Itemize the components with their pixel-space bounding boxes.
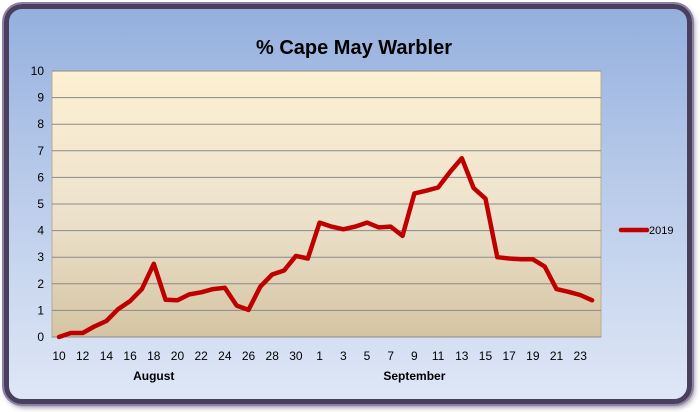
month-label-august: August bbox=[133, 369, 174, 383]
legend: 2019 bbox=[618, 225, 673, 237]
y-tick-label: 3 bbox=[37, 250, 44, 264]
x-tick-label: 10 bbox=[52, 349, 66, 363]
y-tick-label: 7 bbox=[37, 144, 44, 158]
gridlines bbox=[52, 70, 601, 338]
x-tick-label: 19 bbox=[526, 349, 540, 363]
month-label-september: September bbox=[383, 369, 445, 383]
x-tick-label: 1 bbox=[316, 349, 323, 363]
x-tick-label: 21 bbox=[550, 349, 564, 363]
x-tick-label: 15 bbox=[479, 349, 493, 363]
legend-label: 2019 bbox=[649, 225, 673, 237]
x-tick-label: 12 bbox=[76, 349, 90, 363]
y-tick-label: 2 bbox=[37, 277, 44, 291]
x-axis-month-labels: August September bbox=[133, 369, 446, 383]
chart-frame: % Cape May Warbler 0 1 2 3 4 5 6 7 8 9 10 10 12 14 16… bbox=[4, 4, 692, 404]
x-tick-label: 22 bbox=[194, 349, 208, 363]
y-tick-label: 6 bbox=[37, 170, 44, 184]
x-tick-label: 20 bbox=[171, 349, 185, 363]
x-tick-label: 30 bbox=[289, 349, 303, 363]
y-tick-label: 8 bbox=[37, 117, 44, 131]
x-tick-label: 24 bbox=[218, 349, 232, 363]
y-axis-ticks: 0 1 2 3 4 5 6 7 8 9 10 bbox=[31, 64, 45, 344]
x-tick-label: 13 bbox=[455, 349, 469, 363]
x-tick-label: 16 bbox=[123, 349, 137, 363]
series-lines bbox=[56, 155, 595, 340]
x-tick-label: 3 bbox=[340, 349, 347, 363]
x-tick-label: 18 bbox=[147, 349, 161, 363]
chart-title: % Cape May Warbler bbox=[256, 37, 452, 59]
x-tick-label: 9 bbox=[411, 349, 418, 363]
y-tick-label: 4 bbox=[37, 224, 44, 238]
x-axis-ticks: 10 12 14 16 18 20 22 24 26 28 30 1 3 5 7 9 11 13 15 17 19 21 2… bbox=[52, 349, 587, 363]
x-tick-label: 11 bbox=[432, 349, 445, 363]
x-tick-label: 26 bbox=[242, 349, 256, 363]
y-tick-label: 0 bbox=[37, 330, 44, 344]
x-tick-label: 28 bbox=[266, 349, 280, 363]
x-tick-label: 23 bbox=[574, 349, 588, 363]
x-tick-label: 17 bbox=[502, 349, 516, 363]
x-tick-label: 5 bbox=[364, 349, 371, 363]
y-tick-label: 1 bbox=[37, 303, 44, 317]
y-tick-label: 10 bbox=[31, 64, 45, 78]
series-line-2019 bbox=[56, 155, 595, 340]
x-tick-label: 7 bbox=[387, 349, 394, 363]
x-tick-label: 14 bbox=[100, 349, 114, 363]
y-tick-label: 5 bbox=[37, 197, 44, 211]
y-tick-label: 9 bbox=[37, 91, 44, 105]
